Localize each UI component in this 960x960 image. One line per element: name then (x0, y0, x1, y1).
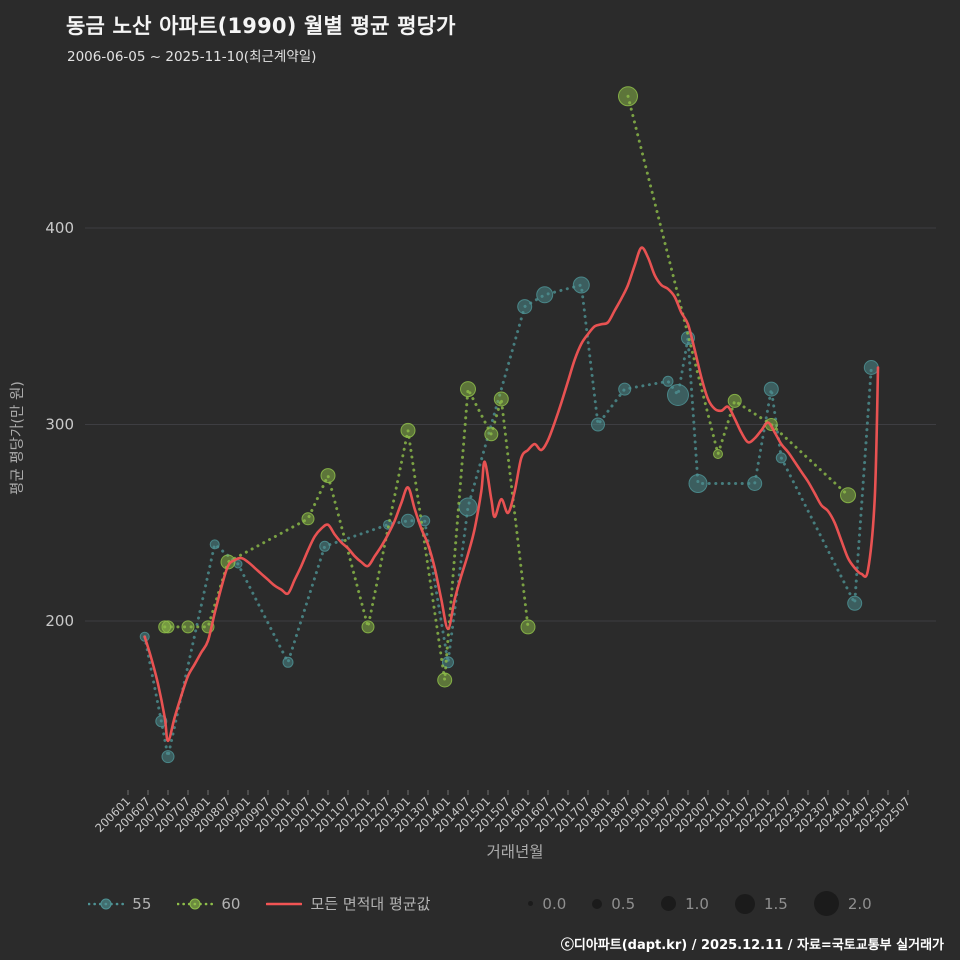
series-0-bubble (401, 513, 415, 528)
legend-marker-icon (88, 898, 125, 909)
series-1-bubble (181, 620, 195, 634)
series-0-bubble (667, 384, 689, 406)
legend-item-avg[interactable]: 모든 면적대 평균값 (266, 893, 430, 914)
series-1-bubble (493, 391, 509, 407)
size-legend-item: 0.0 (528, 895, 566, 913)
legend-label: 60 (221, 894, 241, 913)
chart-subtitle: 2006-06-05 ~ 2025-11-10(최근계약일) (67, 49, 317, 65)
series-1-bubble (161, 620, 175, 634)
series-0-bubble (775, 452, 787, 464)
legend-label: 모든 면적대 평균값 (310, 895, 431, 913)
legend-item-55[interactable]: 55 (88, 895, 151, 913)
series-1-bubble (361, 620, 375, 634)
series-0-bubble (662, 375, 674, 387)
series-1-bubble (727, 393, 742, 408)
copyright-footer: ⓒ디아파트(dapt.kr) / 2025.12.11 / 자료=국토교통부 실… (560, 938, 944, 953)
series-1-bubble (713, 449, 723, 459)
series-0-bubble (863, 360, 879, 375)
series-0-bubble (161, 750, 175, 764)
size-legend-dot-icon (813, 891, 839, 916)
legend-marker-icon (177, 898, 214, 909)
y-tick-label: 300 (45, 416, 74, 434)
series-0-bubble (517, 299, 533, 315)
series-0-bubble (536, 286, 554, 304)
size-legend-item: 1.5 (734, 893, 788, 914)
y-axis-title: 평균 평당가(만 원) (9, 381, 26, 495)
series-1-bubble (460, 381, 476, 398)
size-legend-dot-icon (528, 901, 534, 906)
series-1-bubble (520, 619, 536, 635)
size-legend-item: 0.5 (592, 895, 635, 913)
series-0-bubble (282, 656, 294, 668)
series-1-bubble (400, 422, 416, 438)
legend-marker-icon (266, 902, 303, 905)
y-tick-label: 400 (45, 219, 74, 237)
series-1-bubble (320, 468, 336, 484)
series-1-connector (626, 94, 850, 497)
series-0-connector (143, 283, 873, 757)
avg-line (143, 246, 880, 743)
series-1-bubble (840, 487, 856, 504)
series-1-bubble (301, 512, 315, 526)
size-legend-label: 2.0 (847, 894, 872, 913)
size-legend-label: 1.0 (685, 894, 709, 913)
size-legend-item: 2.0 (813, 891, 872, 916)
series-0-bubble (763, 381, 779, 397)
x-axis-title: 거래년월 (486, 843, 543, 861)
size-legend-dot-icon (592, 898, 603, 909)
series-0-bubble (572, 276, 590, 294)
y-tick-label: 200 (45, 612, 74, 630)
chart-title: 동금 노산 아파트(1990) 월별 평균 평당가 (66, 14, 456, 38)
legend-item-60[interactable]: 60 (177, 895, 240, 913)
series-0-bubble (442, 656, 454, 669)
size-legend-label: 1.5 (763, 894, 788, 913)
series-0-bubble (458, 497, 478, 517)
series-0-bubble (319, 540, 331, 552)
series-0-bubble (591, 417, 605, 432)
size-legend-label: 0.5 (611, 894, 636, 913)
series-1-bubble (437, 672, 453, 688)
series-1-bubble (484, 427, 499, 442)
size-legend-dot-icon (661, 896, 677, 911)
series-0-bubble (209, 539, 220, 550)
series-0-bubble (747, 476, 763, 491)
legend-label: 55 (132, 894, 152, 913)
legend: 55 60 모든 면적대 평균값 0.0 0.5 1.0 1.5 2.0 (0, 891, 960, 916)
size-legend-dot-icon (734, 893, 755, 914)
series-1-bubble (618, 86, 638, 107)
size-legend-label: 0.0 (542, 894, 567, 913)
size-legend-item: 1.0 (661, 895, 709, 913)
series-0-bubble (847, 595, 863, 611)
series-0-bubble (688, 474, 708, 493)
series-0-bubble (618, 382, 632, 396)
